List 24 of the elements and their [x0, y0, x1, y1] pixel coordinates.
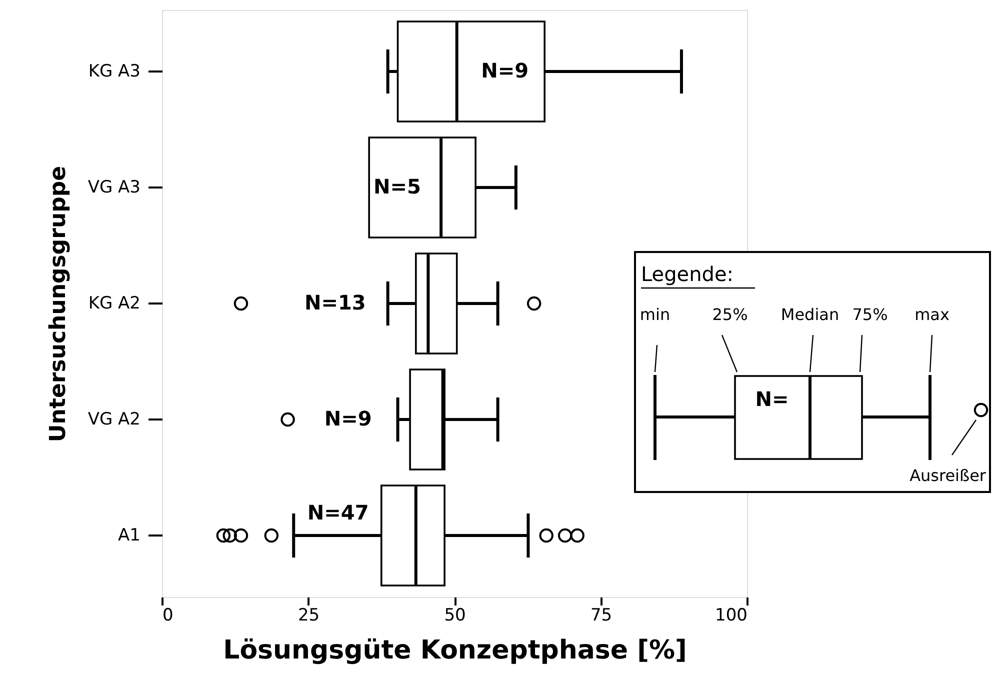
- annotation: min: [640, 305, 670, 324]
- annotation: N=47: [307, 500, 369, 525]
- annotation: N=9: [481, 58, 529, 82]
- y-tick-label: A1: [118, 526, 140, 546]
- text: Median: [780, 305, 840, 324]
- text: Ausreißer: [910, 466, 986, 485]
- y-tick-label: VG A3: [88, 177, 140, 198]
- annotation: N=5: [373, 174, 421, 198]
- y-tick-label: KG A2: [88, 294, 140, 314]
- annotation: N=13: [304, 290, 366, 314]
- x-tick-label: 75: [590, 606, 612, 626]
- x-axis-title: Lösungsgüte Konzeptphase [%]: [223, 636, 687, 666]
- annotation: N=9: [324, 406, 372, 431]
- text: 75%: [852, 305, 888, 324]
- y-tick-label: VG A2: [88, 410, 140, 430]
- x-tick-label: 50: [444, 606, 466, 626]
- x-tick-label: 100: [715, 606, 748, 626]
- x-tick-label: 25: [298, 606, 320, 626]
- y-tick-label: KG A3: [88, 61, 140, 82]
- y-axis-title: Untersuchungsgruppe: [46, 166, 71, 442]
- annotation: Legende:: [641, 262, 734, 286]
- annotation: 25%: [712, 305, 748, 324]
- x-tick-label: 0: [162, 606, 174, 626]
- text: max: [914, 305, 950, 324]
